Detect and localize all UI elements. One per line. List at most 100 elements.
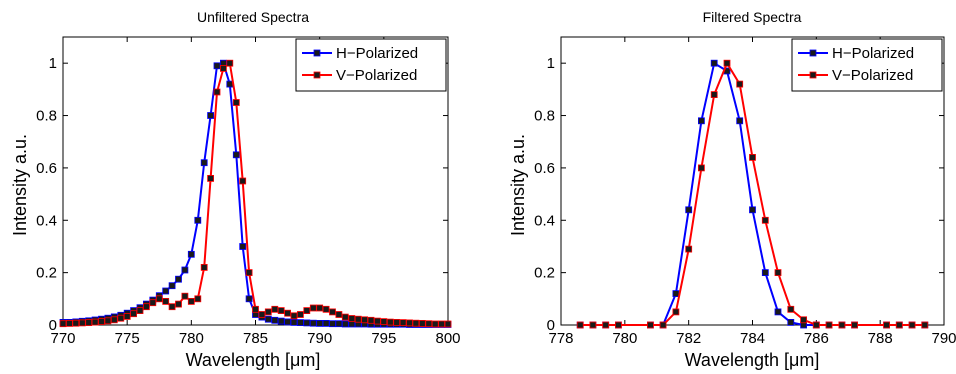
data-point — [647, 321, 654, 329]
legend-entry-label: V−Polarized — [832, 67, 913, 84]
data-point — [883, 321, 890, 329]
legend-box — [295, 38, 447, 92]
y-tick-label: 0.2 — [36, 265, 57, 282]
legend: H−Polarized V−Polarized — [791, 38, 943, 92]
data-point — [168, 282, 176, 290]
data-point — [431, 320, 439, 328]
data-point — [685, 206, 693, 214]
data-point — [72, 319, 80, 327]
series-line-v-polarized — [62, 61, 448, 325]
data-point — [838, 321, 846, 329]
data-point — [425, 320, 433, 328]
data-point — [271, 305, 279, 313]
data-point — [774, 308, 782, 316]
data-point — [303, 319, 311, 327]
y-tick-label: 0 — [49, 317, 57, 334]
x-tick-label: 790 — [931, 330, 956, 347]
y-tick-label: 0.4 — [36, 212, 57, 229]
data-point — [335, 320, 343, 328]
data-point — [194, 295, 202, 303]
data-point — [98, 318, 105, 326]
data-point — [181, 266, 189, 274]
data-point — [373, 317, 381, 325]
chart-title: Filtered Spectra — [703, 9, 802, 25]
data-point — [322, 319, 330, 327]
data-point — [418, 319, 426, 327]
data-point — [787, 318, 795, 326]
data-point — [200, 159, 208, 167]
data-point — [104, 317, 112, 325]
data-point — [444, 320, 452, 328]
data-point — [258, 311, 266, 318]
x-tick-label: 790 — [307, 330, 332, 347]
series-line-h-polarized — [580, 61, 925, 326]
data-point — [710, 91, 718, 98]
data-point — [851, 321, 858, 329]
x-tick-label: 788 — [868, 330, 893, 347]
x-tick-label: 785 — [243, 330, 268, 347]
data-point — [316, 319, 324, 327]
data-point — [162, 297, 170, 305]
data-point — [749, 206, 756, 214]
data-point — [175, 275, 182, 283]
data-point — [723, 59, 731, 67]
x-tick-label: 784 — [740, 330, 765, 347]
data-point — [239, 243, 247, 250]
data-point — [698, 117, 705, 125]
y-tick-label: 0.6 — [36, 160, 57, 177]
data-point — [277, 317, 285, 325]
legend-marker-swatch — [313, 49, 321, 57]
legend-marker-swatch — [809, 71, 817, 79]
data-point — [264, 315, 272, 323]
y-tick-label: 0 — [547, 317, 555, 334]
data-point — [78, 319, 86, 327]
data-point — [672, 290, 680, 298]
data-point — [175, 300, 182, 308]
data-point — [341, 320, 349, 328]
data-point — [296, 319, 304, 327]
legend-marker-swatch — [313, 71, 321, 79]
data-point — [309, 304, 317, 312]
data-point — [85, 319, 93, 327]
data-point — [245, 269, 253, 277]
data-point — [296, 311, 304, 318]
y-axis-label: Intensity a.u. — [508, 134, 528, 236]
y-tick-label: 1 — [49, 55, 57, 72]
data-point — [386, 318, 394, 326]
data-point — [406, 319, 413, 327]
y-tick-label: 0.8 — [534, 108, 555, 125]
series-line-h-polarized — [63, 61, 448, 326]
data-point — [284, 318, 292, 326]
x-tick-label: 780 — [179, 330, 204, 347]
legend-box — [791, 38, 943, 92]
data-point — [290, 312, 298, 320]
data-point — [329, 320, 336, 328]
data-point — [341, 313, 349, 321]
data-point — [245, 295, 253, 303]
data-point — [66, 319, 73, 327]
data-point — [749, 153, 756, 161]
y-tick-label: 0.2 — [534, 265, 555, 282]
data-point — [162, 287, 170, 295]
data-point — [367, 316, 375, 324]
data-point — [155, 295, 163, 303]
data-point — [698, 164, 705, 172]
data-point — [412, 319, 420, 327]
x-tick-label: 786 — [804, 330, 829, 347]
data-point — [921, 321, 929, 329]
data-point — [576, 321, 584, 329]
data-point — [800, 316, 807, 324]
data-point — [117, 314, 125, 322]
data-point — [736, 80, 744, 88]
data-point — [812, 321, 820, 329]
x-tick-label: 770 — [50, 330, 75, 347]
data-point — [672, 308, 680, 316]
x-tick-label: 778 — [548, 330, 573, 347]
data-point — [761, 269, 769, 277]
data-point — [438, 320, 446, 328]
data-point — [239, 177, 247, 185]
data-point — [908, 321, 916, 329]
series-line-v-polarized — [580, 60, 925, 326]
data-point — [213, 88, 221, 96]
data-point — [380, 318, 388, 326]
